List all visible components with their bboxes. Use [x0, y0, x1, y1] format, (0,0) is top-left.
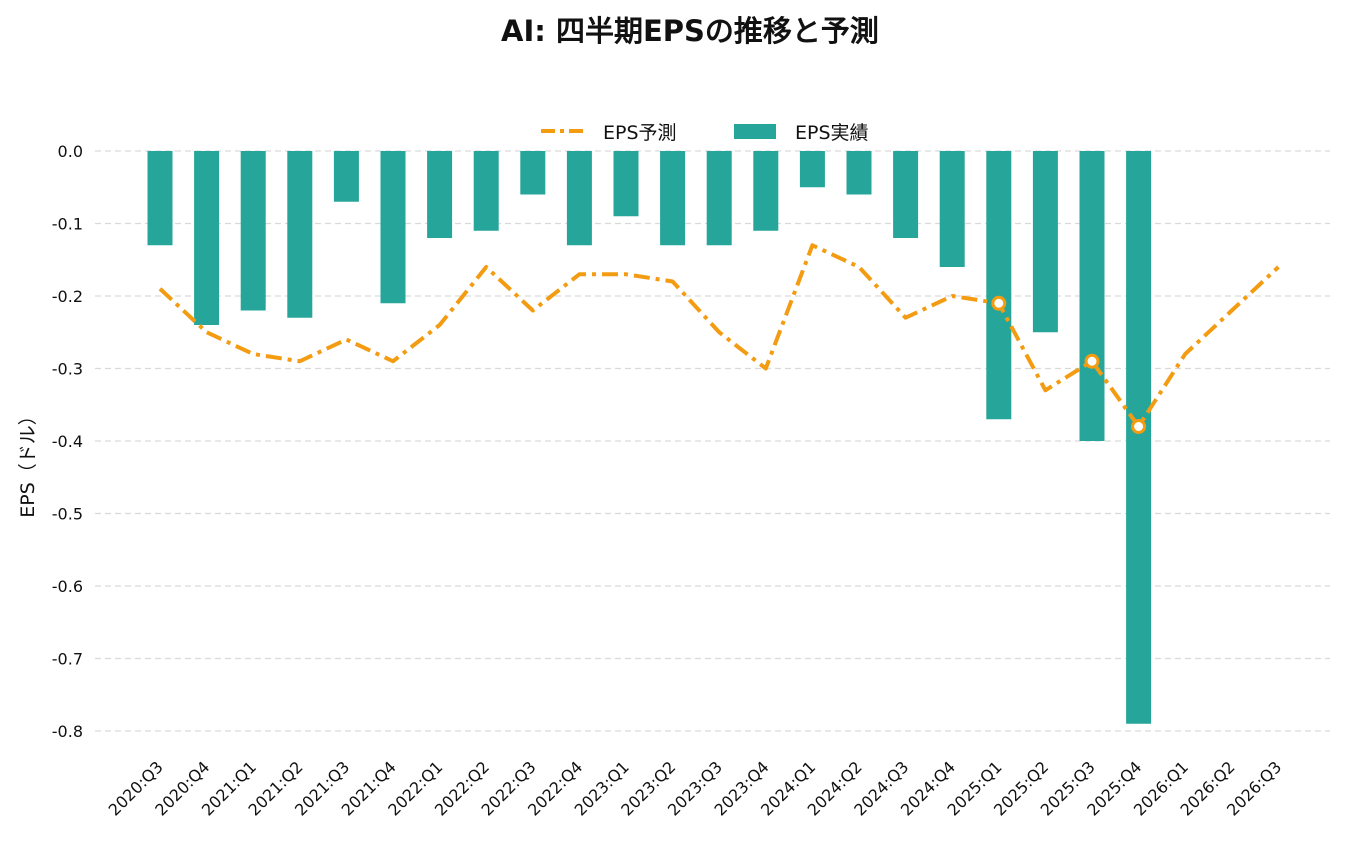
legend-actual-swatch: [734, 124, 776, 139]
bar-2024:Q4: [939, 151, 965, 267]
bar-2021:Q1: [240, 151, 266, 311]
forecast-marker-2025:Q4: [1131, 419, 1147, 434]
line-series-forecast: [158, 243, 1280, 434]
bar-2021:Q3: [333, 151, 359, 202]
y-tick-label: -0.5: [52, 505, 83, 524]
bar-series-actual: [147, 151, 1152, 724]
bar-2021:Q2: [287, 151, 313, 318]
y-tick-label: -0.6: [52, 577, 83, 596]
bar-2024:Q2: [846, 151, 872, 195]
y-tick-label: -0.1: [52, 215, 83, 234]
bar-2022:Q2: [473, 151, 499, 231]
forecast-marker-2025:Q1: [991, 295, 1007, 311]
bar-2024:Q3: [893, 151, 919, 238]
legend-actual-label: EPS実績: [795, 122, 869, 144]
y-tick-label: -0.7: [52, 650, 83, 669]
bar-2022:Q3: [520, 151, 546, 195]
bar-2023:Q1: [613, 151, 639, 217]
forecast-line: [158, 243, 1280, 429]
bar-2020:Q3: [147, 151, 173, 246]
bar-2023:Q2: [660, 151, 686, 246]
bar-2025:Q2: [1032, 151, 1058, 333]
bar-2025:Q3: [1079, 151, 1105, 441]
bar-2025:Q1: [986, 151, 1012, 420]
forecast-marker-2025:Q3: [1084, 353, 1100, 369]
y-tick-label: -0.4: [52, 432, 83, 451]
x-axis-ticks: 2020:Q32020:Q42021:Q12021:Q22021:Q32021:…: [105, 757, 1286, 819]
y-axis-title: EPS（ドル）: [17, 406, 39, 518]
y-axis-ticks: 0.0 -0.1 -0.2 -0.3 -0.4 -0.5 -0.6 -0.7 -0.8: [52, 142, 83, 741]
y-tick-label: -0.3: [52, 360, 83, 379]
chart-title: AI: 四半期EPSの推移と予測: [501, 14, 879, 48]
bar-2022:Q1: [427, 151, 453, 238]
y-tick-label: 0.0: [58, 142, 83, 161]
bar-2025:Q4: [1126, 151, 1152, 724]
bar-2020:Q4: [194, 151, 220, 325]
bar-2023:Q3: [706, 151, 732, 246]
y-tick-label: -0.2: [52, 287, 83, 306]
bar-2023:Q4: [753, 151, 779, 231]
y-tick-label: -0.8: [52, 722, 83, 741]
bar-2024:Q1: [799, 151, 825, 188]
legend-forecast-label: EPS予測: [603, 122, 677, 144]
legend: EPS予測 EPS実績: [541, 122, 869, 144]
bar-2022:Q4: [566, 151, 592, 246]
bar-2021:Q4: [380, 151, 406, 304]
